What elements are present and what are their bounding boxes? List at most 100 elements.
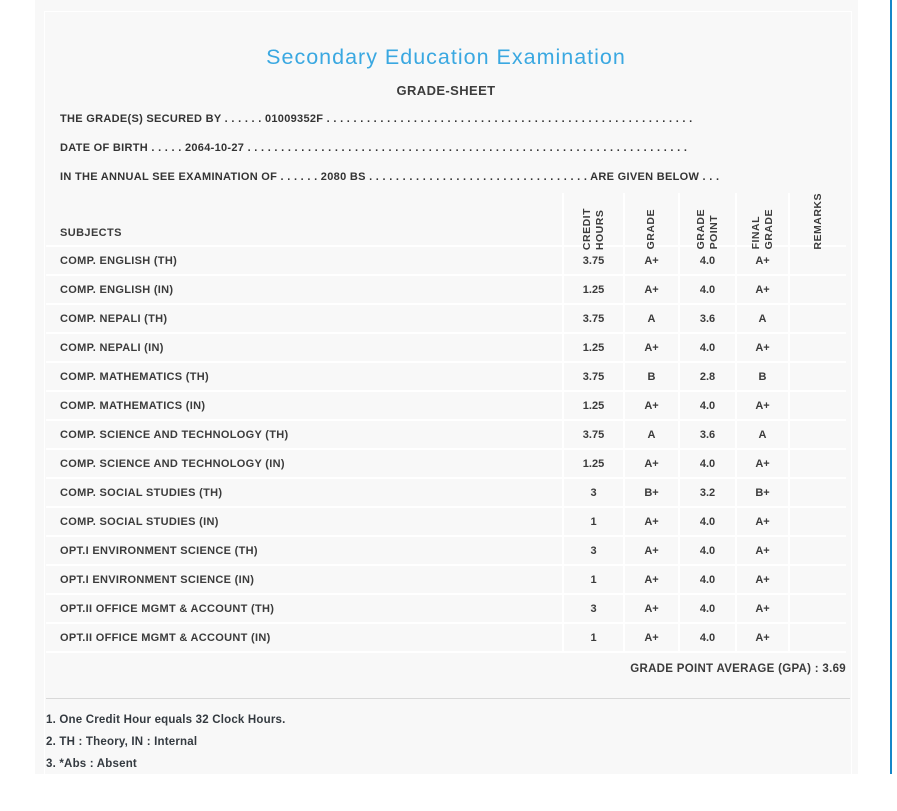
grade-point-cell: 3.2 [678, 479, 735, 506]
final-grade-cell: A+ [735, 537, 788, 564]
column-header-remarks: REMARKS [788, 193, 846, 255]
column-header-grade: GRADE [623, 193, 678, 255]
grade-sheet-content: Secondary Education Examination GRADE-SH… [46, 0, 850, 775]
grade-point-cell: 4.0 [678, 334, 735, 361]
grade-cell: A+ [623, 624, 678, 651]
credit-hours-cell: 1 [562, 566, 623, 593]
table-header-row: SUBJECTS CREDIT HOURS GRADE GRADE POINT … [46, 193, 846, 255]
grade-cell: A+ [623, 392, 678, 419]
final-grade-cell: A+ [735, 566, 788, 593]
subject-cell: COMP. SOCIAL STUDIES (TH) [60, 486, 223, 499]
subject-cell: COMP. NEPALI (IN) [60, 341, 164, 354]
grade-cell: A+ [623, 537, 678, 564]
subject-cell: OPT.II OFFICE MGMT & ACCOUNT (IN) [60, 631, 271, 644]
column-header-grade-point-label: GRADE POINT [694, 209, 720, 250]
page-title: Secondary Education Examination [266, 45, 626, 69]
grade-cell: A+ [623, 595, 678, 622]
grade-cell: B+ [623, 479, 678, 506]
final-grade-cell: A+ [735, 450, 788, 477]
final-grade-cell: A+ [735, 595, 788, 622]
remarks-cell [788, 479, 846, 506]
table-row: COMP. MATHEMATICS (TH) 3.75 B 2.8 B [46, 361, 846, 390]
final-grade-cell: A+ [735, 334, 788, 361]
subject-cell: COMP. NEPALI (TH) [60, 312, 168, 325]
remarks-cell [788, 537, 846, 564]
note-item: 1. One Credit Hour equals 32 Clock Hours… [46, 714, 286, 726]
grade-table: SUBJECTS CREDIT HOURS GRADE GRADE POINT … [46, 193, 846, 653]
credit-hours-cell: 3.75 [562, 421, 623, 448]
subject-cell: COMP. SCIENCE AND TECHNOLOGY (TH) [60, 428, 289, 441]
gpa-summary: GRADE POINT AVERAGE (GPA) : 3.69 [630, 663, 846, 675]
table-row: OPT.II OFFICE MGMT & ACCOUNT (TH) 3 A+ 4… [46, 593, 846, 622]
credit-hours-cell: 1 [562, 624, 623, 651]
page-edge-accent-line [890, 0, 892, 774]
grade-cell: A+ [623, 276, 678, 303]
grade-point-cell: 2.8 [678, 363, 735, 390]
table-body: COMP. ENGLISH (TH) 3.75 A+ 4.0 A+ COMP. … [46, 245, 846, 653]
column-header-final-grade-label: FINAL GRADE [749, 209, 775, 250]
column-header-credit-hours: CREDIT HOURS [562, 193, 623, 255]
info-line-exam-year: IN THE ANNUAL SEE EXAMINATION OF . . . .… [60, 170, 720, 183]
table-row: COMP. SCIENCE AND TECHNOLOGY (IN) 1.25 A… [46, 448, 846, 477]
note-item: 3. *Abs : Absent [46, 758, 137, 770]
credit-hours-cell: 3 [562, 595, 623, 622]
column-header-grade-label: GRADE [645, 209, 657, 250]
credit-hours-cell: 3 [562, 479, 623, 506]
final-grade-cell: A+ [735, 392, 788, 419]
remarks-cell [788, 624, 846, 651]
grade-point-cell: 4.0 [678, 624, 735, 651]
grade-cell: A+ [623, 450, 678, 477]
final-grade-cell: A+ [735, 247, 788, 274]
table-row: COMP. SOCIAL STUDIES (IN) 1 A+ 4.0 A+ [46, 506, 846, 535]
final-grade-cell: A+ [735, 508, 788, 535]
subject-cell: COMP. SCIENCE AND TECHNOLOGY (IN) [60, 457, 285, 470]
subject-cell: COMP. SOCIAL STUDIES (IN) [60, 515, 219, 528]
credit-hours-cell: 1.25 [562, 334, 623, 361]
remarks-cell [788, 276, 846, 303]
table-row: COMP. SCIENCE AND TECHNOLOGY (TH) 3.75 A… [46, 419, 846, 448]
candidate-info: THE GRADE(S) SECURED BY . . . . . . 0100… [60, 104, 846, 191]
grade-point-cell: 4.0 [678, 537, 735, 564]
subject-cell: OPT.II OFFICE MGMT & ACCOUNT (TH) [60, 602, 275, 615]
column-header-grade-point: GRADE POINT [678, 193, 735, 255]
table-row: COMP. ENGLISH (IN) 1.25 A+ 4.0 A+ [46, 274, 846, 303]
grade-point-cell: 4.0 [678, 247, 735, 274]
remarks-cell [788, 450, 846, 477]
grade-cell: B [623, 363, 678, 390]
credit-hours-cell: 1.25 [562, 392, 623, 419]
remarks-cell [788, 305, 846, 332]
remarks-cell [788, 247, 846, 274]
table-row: OPT.II OFFICE MGMT & ACCOUNT (IN) 1 A+ 4… [46, 622, 846, 651]
final-grade-cell: A [735, 421, 788, 448]
grade-cell: A+ [623, 566, 678, 593]
final-grade-cell: A+ [735, 624, 788, 651]
info-line-grades-secured-by: THE GRADE(S) SECURED BY . . . . . . 0100… [60, 112, 693, 125]
credit-hours-cell: 1.25 [562, 450, 623, 477]
notes-divider [46, 698, 850, 699]
grade-point-cell: 4.0 [678, 508, 735, 535]
subject-cell: COMP. ENGLISH (IN) [60, 283, 174, 296]
remarks-cell [788, 508, 846, 535]
table-row: COMP. SOCIAL STUDIES (TH) 3 B+ 3.2 B+ [46, 477, 846, 506]
grade-point-cell: 4.0 [678, 595, 735, 622]
credit-hours-cell: 3 [562, 537, 623, 564]
subject-cell: COMP. ENGLISH (TH) [60, 254, 178, 267]
final-grade-cell: B+ [735, 479, 788, 506]
grade-cell: A [623, 305, 678, 332]
grade-point-cell: 3.6 [678, 421, 735, 448]
subject-cell: COMP. MATHEMATICS (TH) [60, 370, 209, 383]
remarks-cell [788, 566, 846, 593]
table-row: OPT.I ENVIRONMENT SCIENCE (TH) 3 A+ 4.0 … [46, 535, 846, 564]
column-header-subjects-label: SUBJECTS [60, 226, 122, 239]
note-item: 2. TH : Theory, IN : Internal [46, 736, 198, 748]
grade-point-cell: 4.0 [678, 392, 735, 419]
grade-cell: A+ [623, 334, 678, 361]
table-row: OPT.I ENVIRONMENT SCIENCE (IN) 1 A+ 4.0 … [46, 564, 846, 593]
grade-point-cell: 4.0 [678, 450, 735, 477]
column-header-subjects: SUBJECTS [46, 193, 562, 255]
remarks-cell [788, 334, 846, 361]
subject-cell: OPT.I ENVIRONMENT SCIENCE (IN) [60, 573, 255, 586]
grade-cell: A+ [623, 247, 678, 274]
info-line-date-of-birth: DATE OF BIRTH . . . . . 2064-10-27 . . .… [60, 141, 688, 154]
column-header-remarks-label: REMARKS [811, 193, 824, 250]
